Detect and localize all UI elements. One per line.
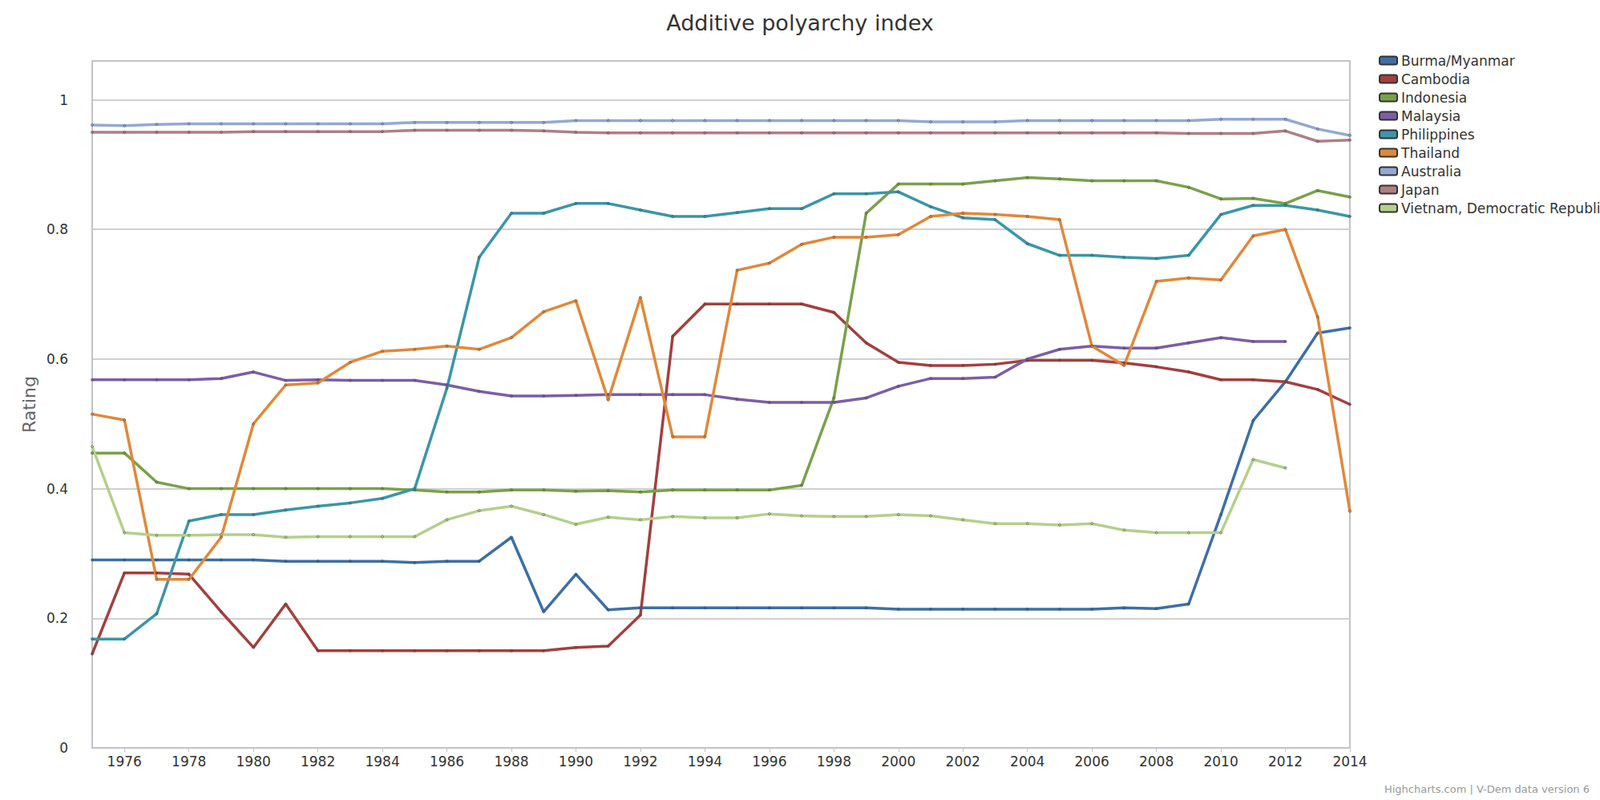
svg-text:Rating: Rating: [19, 375, 40, 433]
svg-text:1988: 1988: [493, 753, 529, 770]
svg-text:1990: 1990: [558, 753, 594, 770]
svg-text:2012: 2012: [1268, 753, 1303, 770]
svg-text:Thailand: Thailand: [1400, 145, 1460, 162]
svg-text:Malaysia: Malaysia: [1401, 108, 1461, 125]
svg-text:1980: 1980: [236, 753, 271, 770]
svg-text:2006: 2006: [1074, 753, 1110, 770]
svg-text:Philippines: Philippines: [1401, 126, 1475, 143]
svg-text:Additive polyarchy index: Additive polyarchy index: [666, 10, 934, 36]
svg-text:Highcharts.com | V-Dem data ve: Highcharts.com | V-Dem data version 6: [1384, 783, 1590, 796]
svg-text:1994: 1994: [687, 753, 723, 770]
svg-text:2010: 2010: [1203, 753, 1238, 770]
svg-text:Vietnam, Democratic Republic o: Vietnam, Democratic Republic of: [1401, 200, 1600, 217]
svg-text:2004: 2004: [1010, 753, 1045, 770]
svg-text:2000: 2000: [880, 753, 916, 770]
svg-text:Cambodia: Cambodia: [1401, 71, 1471, 88]
svg-text:2002: 2002: [945, 753, 981, 770]
svg-text:Burma/Myanmar: Burma/Myanmar: [1401, 52, 1516, 69]
svg-text:1998: 1998: [816, 753, 852, 770]
svg-text:0.4: 0.4: [46, 480, 69, 497]
svg-text:1986: 1986: [429, 753, 465, 770]
svg-text:Australia: Australia: [1401, 163, 1462, 180]
svg-text:Indonesia: Indonesia: [1401, 89, 1467, 106]
svg-text:0.2: 0.2: [46, 610, 69, 627]
svg-text:1996: 1996: [751, 753, 787, 770]
svg-text:1984: 1984: [364, 753, 400, 770]
svg-text:Japan: Japan: [1400, 181, 1439, 198]
svg-text:0.6: 0.6: [46, 351, 69, 368]
svg-text:1976: 1976: [107, 753, 142, 770]
svg-text:1992: 1992: [622, 753, 658, 770]
svg-text:1982: 1982: [300, 753, 336, 770]
svg-text:1978: 1978: [171, 753, 207, 770]
svg-text:0.8: 0.8: [46, 221, 69, 238]
svg-text:0: 0: [59, 739, 69, 756]
svg-text:1: 1: [59, 92, 69, 109]
svg-text:2008: 2008: [1139, 753, 1174, 770]
svg-text:2014: 2014: [1332, 753, 1367, 770]
